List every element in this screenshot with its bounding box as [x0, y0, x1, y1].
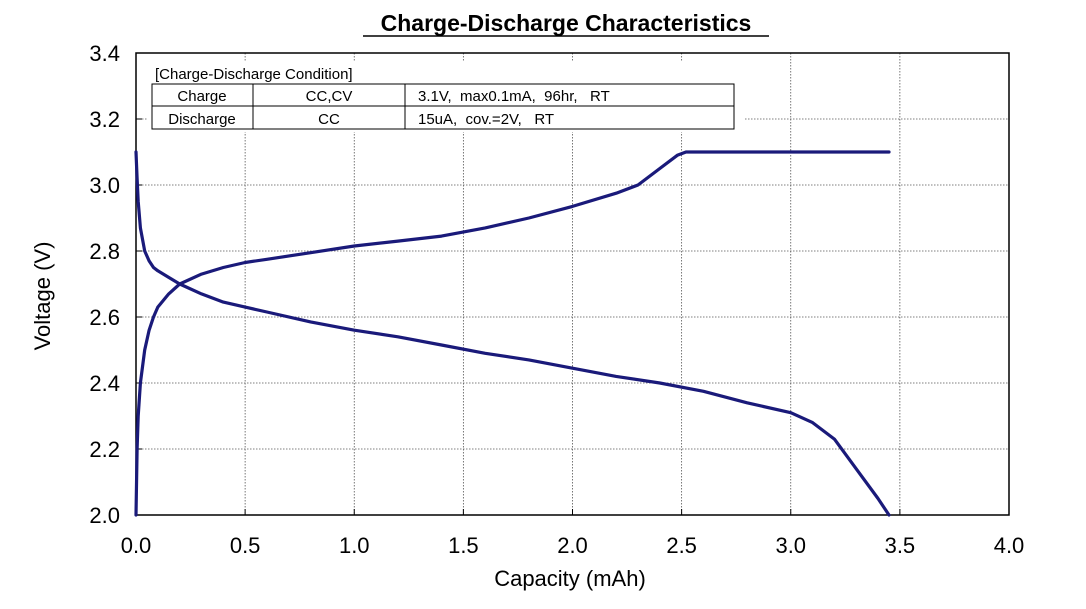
condition-discharge-label: Discharge — [168, 111, 236, 128]
plot-frame — [135, 52, 1010, 516]
discharge-curve — [134, 150, 891, 517]
x-axis-label: Capacity (mAh) — [494, 566, 646, 591]
condition-charge-label: Charge — [177, 88, 226, 105]
x-tick-label: 4.0 — [994, 533, 1025, 558]
y-tick-label: 2.4 — [89, 371, 120, 396]
y-tick-label: 2.0 — [89, 503, 120, 528]
x-tick-label: 3.0 — [775, 533, 806, 558]
y-tick-label: 2.2 — [89, 437, 120, 462]
x-tick-label: 1.5 — [448, 533, 479, 558]
x-tick-label: 0.0 — [121, 533, 152, 558]
y-tick-label: 2.6 — [89, 305, 120, 330]
x-tick-labels: 0.0 0.5 1.0 1.5 2.0 2.5 3.0 3.5 4.0 — [121, 533, 1025, 558]
y-tick-label: 3.2 — [89, 107, 120, 132]
condition-discharge-detail: 15uA, cov.=2V, RT — [418, 111, 554, 128]
y-tick-label: 3.0 — [89, 173, 120, 198]
charge-curve — [134, 150, 891, 517]
x-tick-label: 3.5 — [885, 533, 916, 558]
condition-table-background — [148, 62, 744, 132]
x-tick-label: 2.0 — [557, 533, 588, 558]
condition-charge-detail: 3.1V, max0.1mA, 96hr, RT — [418, 88, 610, 105]
y-axis-label: Voltage (V) — [30, 242, 55, 351]
condition-charge-mode: CC,CV — [306, 88, 353, 105]
condition-table-heading: [Charge-Discharge Condition] — [155, 66, 353, 83]
y-tick-labels: 2.0 2.2 2.4 2.6 2.8 3.0 3.2 3.4 — [89, 41, 120, 528]
condition-discharge-mode: CC — [318, 111, 340, 128]
series-layer — [134, 150, 891, 517]
x-tick-label: 1.0 — [339, 533, 370, 558]
condition-table: [Charge-Discharge Condition] Charge CC,C… — [148, 62, 744, 132]
chart-title: Charge-Discharge Characteristics — [381, 10, 752, 36]
x-tick-label: 0.5 — [230, 533, 261, 558]
y-tick-label: 3.4 — [89, 41, 120, 66]
y-tick-label: 2.8 — [89, 239, 120, 264]
x-tick-label: 2.5 — [666, 533, 697, 558]
